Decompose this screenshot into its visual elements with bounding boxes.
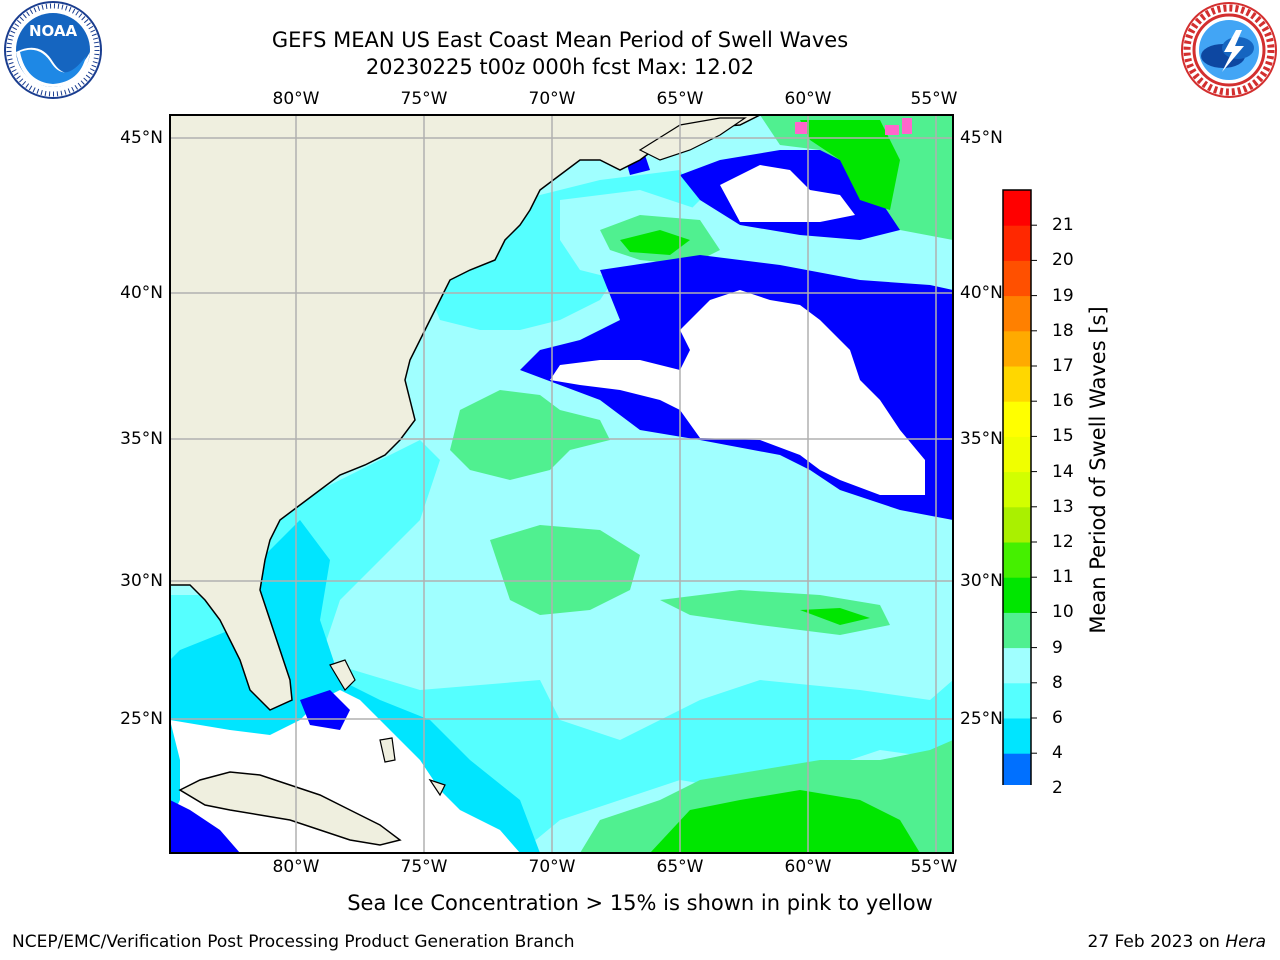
colorbar-segment — [1003, 471, 1031, 508]
colorbar-label: Mean Period of Swell Waves [s] — [1086, 306, 1110, 634]
colorbar-tick-label: 16 — [1052, 391, 1074, 412]
colorbar-tick-label: 13 — [1052, 496, 1074, 517]
colorbar-tick-label: 21 — [1052, 215, 1074, 236]
chart-title: GEFS MEAN US East Coast Mean Period of S… — [271, 28, 849, 52]
colorbar-segment — [1003, 225, 1031, 261]
lat-label-left: 40°N — [120, 283, 163, 303]
footer-machine: Hera — [1225, 932, 1266, 952]
lon-label-bottom: 55°W — [910, 857, 958, 877]
lon-label-bottom: 70°W — [528, 857, 576, 877]
colorbar-segment — [1003, 542, 1031, 578]
lon-label-bottom: 75°W — [400, 857, 448, 877]
graticule — [170, 115, 953, 853]
lon-label-top: 55°W — [910, 89, 958, 109]
colorbar-segment — [1003, 612, 1031, 649]
colorbar — [1002, 189, 1037, 785]
colorbar-segment — [1003, 682, 1031, 719]
colorbar-tick-label: 8 — [1052, 672, 1063, 693]
lon-label-bottom: 80°W — [272, 857, 320, 877]
nws-logo-icon — [1181, 2, 1277, 98]
lon-label-bottom: 60°W — [784, 857, 832, 877]
footer-credit: NCEP/EMC/Verification Post Processing Pr… — [12, 932, 575, 952]
colorbar-segment — [1003, 718, 1031, 754]
colorbar-segment — [1003, 366, 1031, 402]
lat-label-left: 25°N — [120, 709, 163, 729]
colorbar-tick-label: 20 — [1052, 250, 1074, 271]
lon-label-top: 80°W — [272, 89, 320, 109]
colorbar-tick-label: 11 — [1052, 567, 1074, 588]
colorbar-tick-label: 19 — [1052, 285, 1074, 306]
colorbar-segment — [1003, 260, 1031, 297]
colorbar-segment — [1003, 506, 1031, 543]
colorbar-frame — [1002, 189, 1032, 785]
map-contours — [170, 115, 953, 853]
chart-subtitle: 20230225 t00z 000h fcst Max: 12.02 — [365, 55, 755, 79]
svg-text:NOAA: NOAA — [29, 22, 78, 40]
map-frame — [169, 114, 954, 854]
lat-label-right: 35°N — [960, 429, 1003, 449]
lat-label-right: 40°N — [960, 283, 1003, 303]
lat-label-left: 35°N — [120, 429, 163, 449]
lon-label-bottom: 65°W — [656, 857, 704, 877]
colorbar-tick-label: 2 — [1052, 778, 1063, 799]
sea-ice-note: Sea Ice Concentration > 15% is shown in … — [347, 891, 933, 915]
colorbar-segment — [1003, 753, 1031, 785]
colorbar-segment — [1003, 436, 1031, 473]
lat-label-left: 45°N — [120, 128, 163, 148]
lat-label-right: 45°N — [960, 128, 1003, 148]
lat-label-right: 25°N — [960, 709, 1003, 729]
footer-date: 27 Feb 2023 on Hera — [1088, 932, 1266, 952]
lon-label-top: 60°W — [784, 89, 832, 109]
colorbar-segment — [1003, 190, 1031, 226]
lon-label-top: 65°W — [656, 89, 704, 109]
colorbar-tick-label: 4 — [1052, 743, 1063, 764]
colorbar-tick-label: 17 — [1052, 356, 1074, 376]
colorbar-segment — [1003, 401, 1031, 437]
lon-label-top: 70°W — [528, 89, 576, 109]
colorbar-tick-label: 14 — [1052, 461, 1074, 482]
lat-label-right: 30°N — [960, 571, 1003, 591]
colorbar-segment — [1003, 330, 1031, 367]
noaa-logo-icon: NOAA — [4, 1, 102, 99]
colorbar-tick-label: 15 — [1052, 426, 1074, 447]
lon-label-top: 75°W — [400, 89, 448, 109]
colorbar-tick-label: 9 — [1052, 637, 1063, 658]
lat-label-left: 30°N — [120, 571, 163, 591]
footer-date-text: 27 Feb 2023 on — [1087, 932, 1226, 952]
colorbar-segment — [1003, 295, 1031, 332]
colorbar-tick-label: 6 — [1052, 708, 1063, 728]
colorbar-tick-label: 18 — [1052, 320, 1074, 341]
colorbar-segment — [1003, 647, 1031, 684]
colorbar-segment — [1003, 577, 1031, 613]
colorbar-tick-label: 12 — [1052, 532, 1074, 552]
colorbar-tick-label: 10 — [1052, 602, 1074, 623]
